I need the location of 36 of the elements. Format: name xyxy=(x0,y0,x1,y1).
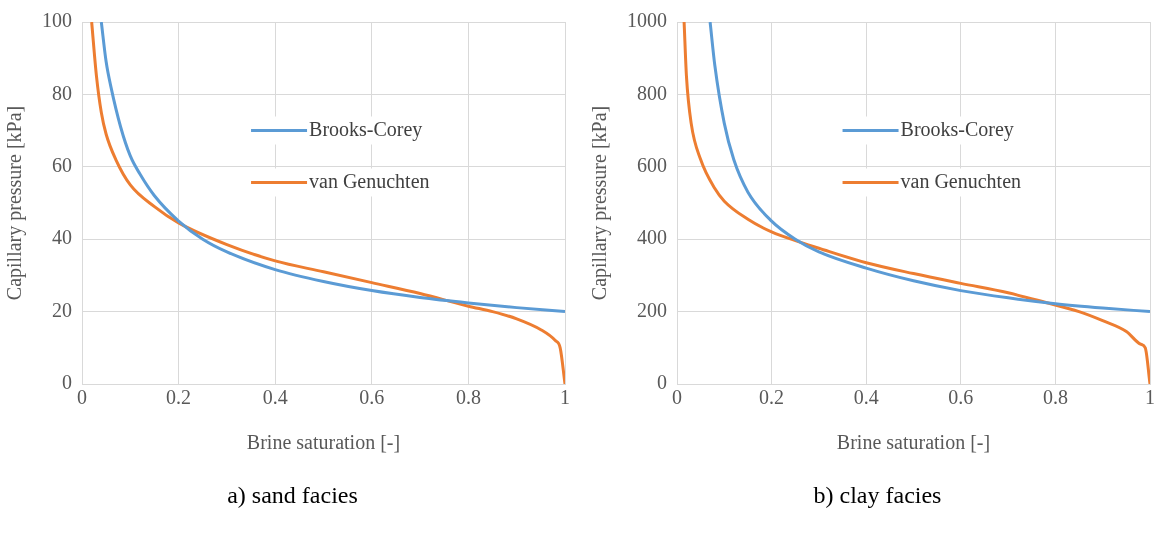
legend-label: van Genuchten xyxy=(900,169,1022,192)
y-tick-label: 80 xyxy=(52,81,72,104)
y-tick-label: 0 xyxy=(62,371,72,394)
x-tick-label: 0.4 xyxy=(853,386,879,409)
x-tick-label: 0.8 xyxy=(1042,386,1068,409)
legend-label: Brooks-Corey xyxy=(900,117,1014,141)
y-axis-title: Capillary pressure [kPa] xyxy=(588,105,612,301)
x-axis-title: Brine saturation [-] xyxy=(836,431,991,454)
y-tick-label: 40 xyxy=(52,226,72,249)
y-tick-label: 200 xyxy=(637,298,667,321)
x-axis-title: Brine saturation [-] xyxy=(246,431,401,454)
text: a) sand facies xyxy=(226,482,359,509)
x-tick-label: 0.6 xyxy=(359,386,385,409)
x-tick-label: 0.4 xyxy=(262,386,288,409)
y-tick-label: 600 xyxy=(637,154,667,177)
y-axis-title: Capillary pressure [kPa] xyxy=(3,105,27,301)
y-tick-label: 800 xyxy=(637,81,667,104)
y-tick-label: 0 xyxy=(657,371,667,394)
x-tick-label: 0.6 xyxy=(948,386,974,409)
line-series xyxy=(99,22,565,314)
x-tick-label: 1 xyxy=(1145,386,1155,409)
x-tick-label: 0.2 xyxy=(759,386,785,409)
legend-label: van Genuchten xyxy=(309,169,430,192)
y-tick-label: 1000 xyxy=(627,9,667,32)
x-tick-label: 0.2 xyxy=(166,386,192,409)
line-series xyxy=(708,22,1150,314)
x-tick-label: 0 xyxy=(672,386,682,409)
y-tick-label: 100 xyxy=(42,9,72,32)
y-tick-label: 20 xyxy=(52,298,72,321)
legend-label: Brooks-Corey xyxy=(309,117,423,141)
x-tick-label: 0.8 xyxy=(455,386,481,409)
x-tick-label: 1 xyxy=(560,386,570,409)
y-tick-label: 60 xyxy=(52,154,72,177)
text: b) clay facies xyxy=(812,482,943,509)
y-tick-label: 400 xyxy=(637,226,667,249)
x-tick-label: 0 xyxy=(77,386,87,409)
